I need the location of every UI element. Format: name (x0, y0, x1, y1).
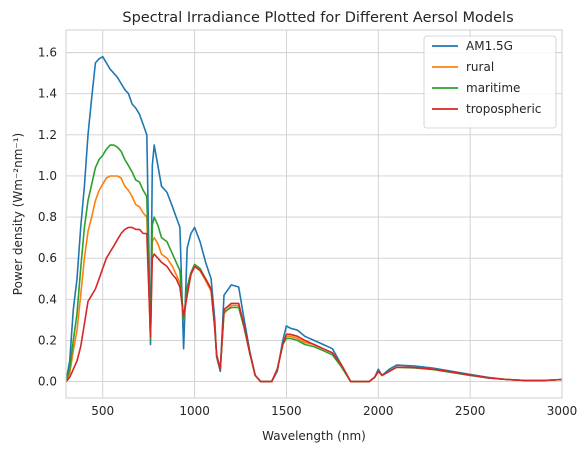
y-tick-label: 1.4 (38, 87, 57, 101)
y-tick-label: 1.6 (38, 46, 57, 60)
y-axis-label: Power density (Wm⁻²nm⁻¹) (11, 133, 25, 295)
legend-label: tropospheric (466, 102, 541, 116)
legend-label: rural (466, 60, 494, 74)
legend-label: maritime (466, 81, 520, 95)
legend-label: AM1.5G (466, 39, 513, 53)
x-tick-label: 1000 (179, 404, 210, 418)
y-tick-label: 0.2 (38, 333, 57, 347)
legend-box (423, 35, 557, 129)
series-line-tropospheric (66, 226, 562, 383)
chart-title: Spectral Irradiance Plotted for Differen… (122, 10, 513, 26)
y-tick-label: 0.8 (38, 210, 57, 224)
plot-frame (65, 29, 563, 399)
y-tick-label: 0.0 (38, 375, 57, 389)
x-axis-label: Wavelength (nm) (262, 429, 366, 443)
x-tick-label: 3000 (547, 404, 578, 418)
y-tick-label: 1.0 (38, 169, 57, 183)
x-tick-label: 1500 (271, 404, 302, 418)
x-tick-label: 500 (91, 404, 114, 418)
y-tick-label: 1.2 (38, 128, 57, 142)
legend: AM1.5G rural maritime tropospheric (423, 35, 557, 129)
x-tick-label: 2000 (363, 404, 394, 418)
y-tick-label: 0.6 (38, 251, 57, 265)
tick-labels: 500 1000 1500 2000 2500 3000 0.0 0.2 0.4 0.6 0.8 1.… (38, 46, 577, 418)
y-tick-label: 0.4 (38, 292, 57, 306)
series-lines (66, 55, 562, 383)
x-tick-label: 2500 (455, 404, 486, 418)
